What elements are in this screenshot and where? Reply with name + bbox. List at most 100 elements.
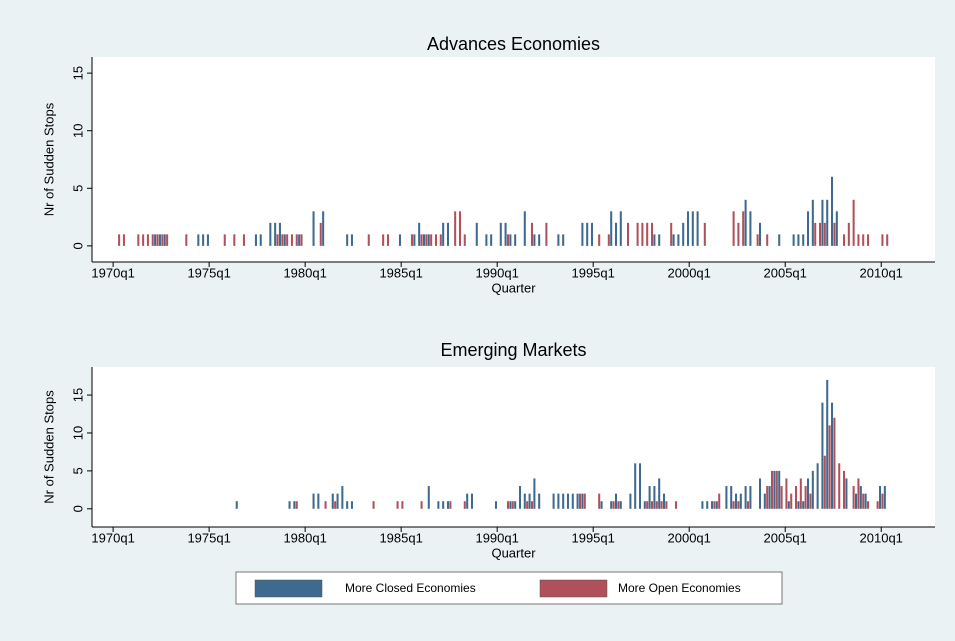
bar: [797, 234, 800, 246]
bar: [235, 501, 238, 509]
bar: [826, 199, 829, 246]
bar: [809, 493, 812, 509]
x-tick-label: 2000q1: [668, 265, 711, 280]
bar: [523, 493, 526, 509]
bar: [576, 493, 579, 509]
bar: [691, 211, 694, 246]
bar: [790, 493, 793, 509]
bar: [458, 211, 461, 246]
bar: [485, 234, 488, 246]
bar: [756, 234, 759, 246]
bar: [346, 234, 349, 246]
bar: [646, 501, 649, 509]
bar: [710, 501, 714, 509]
bar: [686, 211, 690, 246]
bar: [662, 493, 666, 509]
bar: [732, 211, 735, 246]
bar: [843, 234, 846, 246]
bar: [653, 234, 656, 246]
bar: [324, 501, 327, 509]
bar: [619, 501, 622, 509]
bar: [317, 493, 320, 509]
bar: [881, 493, 884, 509]
bar: [650, 501, 654, 509]
bar: [612, 501, 615, 509]
x-tick-label: 1995q1: [571, 265, 614, 280]
bar: [886, 234, 889, 246]
bar: [499, 222, 502, 246]
bar: [206, 234, 209, 246]
bar: [281, 234, 284, 246]
bar: [607, 234, 610, 246]
bar: [254, 234, 257, 246]
bar: [233, 234, 236, 246]
bar: [660, 501, 663, 509]
bar: [382, 234, 385, 246]
bar: [475, 222, 478, 246]
bar: [768, 486, 771, 509]
bar: [530, 501, 534, 509]
bar: [665, 501, 668, 509]
bar: [590, 222, 594, 246]
x-tick-label: 1995q1: [571, 530, 614, 545]
bar: [156, 234, 159, 246]
x-tick-label: 1975q1: [187, 265, 230, 280]
bar: [538, 234, 541, 246]
bar: [528, 493, 531, 509]
bar: [545, 222, 548, 246]
bar: [341, 486, 344, 509]
legend-label: More Open Economies: [618, 581, 741, 595]
bar: [463, 234, 466, 246]
bar: [703, 222, 706, 246]
bar: [831, 402, 834, 509]
bar: [677, 234, 680, 246]
bar: [276, 234, 279, 246]
x-tick-label: 1985q1: [379, 530, 422, 545]
bar: [566, 493, 570, 509]
bar: [202, 234, 205, 246]
bar: [293, 501, 296, 509]
bar: [526, 501, 529, 509]
bar: [795, 486, 798, 509]
bar: [242, 234, 245, 246]
bar: [785, 478, 788, 509]
bar: [843, 470, 846, 509]
bar: [610, 501, 613, 509]
bar: [799, 478, 802, 509]
bar: [372, 501, 375, 509]
bar: [449, 501, 452, 509]
x-tick-label: 1970q1: [91, 530, 134, 545]
x-tick-label: 1985q1: [379, 265, 422, 280]
bar: [290, 234, 293, 246]
bar: [322, 211, 325, 246]
bar: [634, 463, 637, 509]
bar: [883, 486, 886, 509]
bar: [758, 478, 762, 509]
bar: [163, 234, 166, 246]
bar: [571, 493, 574, 509]
bar: [862, 234, 865, 246]
y-axis-label: Nr of Sudden Stops: [41, 102, 56, 216]
bar: [278, 222, 281, 246]
x-tick-label: 1990q1: [475, 530, 518, 545]
x-tick-label: 1980q1: [283, 265, 326, 280]
bar: [641, 222, 644, 246]
bar: [811, 199, 814, 246]
bar: [298, 234, 301, 246]
bar: [650, 222, 654, 246]
legend-swatch: [254, 579, 323, 598]
x-axis-label: Quarter: [491, 545, 536, 560]
x-tick-label: 2005q1: [764, 530, 807, 545]
bar: [490, 234, 493, 246]
bar: [706, 501, 709, 509]
bar: [454, 211, 457, 246]
bar: [823, 455, 826, 509]
bar: [614, 493, 618, 509]
bar: [514, 501, 517, 509]
bar: [787, 501, 790, 509]
bar: [598, 493, 601, 509]
bar: [770, 470, 774, 509]
bar: [807, 478, 810, 509]
bar: [583, 493, 586, 509]
bar: [833, 222, 836, 246]
